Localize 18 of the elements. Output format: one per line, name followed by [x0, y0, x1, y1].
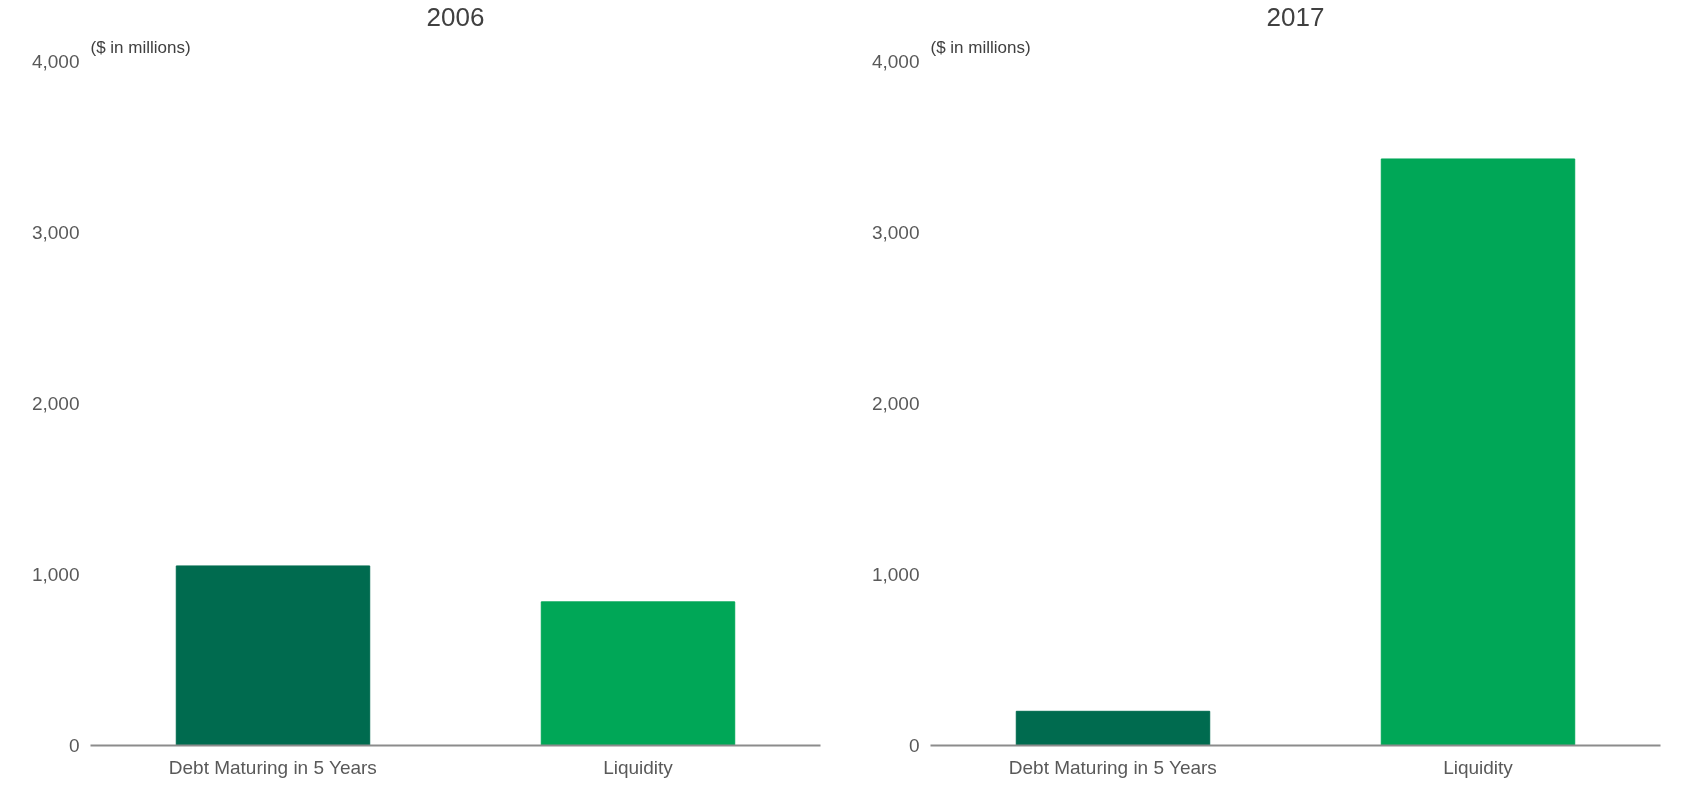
y-tick-label: 2,000 — [31, 393, 80, 414]
y-tick-label: 0 — [908, 735, 920, 756]
y-tick-label: 1,000 — [871, 564, 920, 585]
x-tick-label: Debt Maturing in 5 Years — [168, 756, 377, 778]
y-axis-title: ($ in millions) — [930, 37, 1031, 57]
chart-title: 2017 — [1266, 1, 1325, 32]
y-tick-label: 2,000 — [871, 393, 920, 414]
y-tick-label: 3,000 — [871, 222, 920, 243]
x-tick-label: Debt Maturing in 5 Years — [1008, 756, 1217, 778]
x-tick-label: Liquidity — [1443, 756, 1514, 778]
y-tick-label: 0 — [68, 735, 80, 756]
y-tick-label: 3,000 — [31, 222, 80, 243]
y-tick-label: 4,000 — [871, 51, 920, 72]
chart-title: 2006 — [426, 1, 485, 32]
x-tick-label: Liquidity — [603, 756, 674, 778]
y-axis-title: ($ in millions) — [90, 37, 191, 57]
y-tick-label: 4,000 — [31, 51, 80, 72]
y-tick-label: 1,000 — [31, 564, 80, 585]
